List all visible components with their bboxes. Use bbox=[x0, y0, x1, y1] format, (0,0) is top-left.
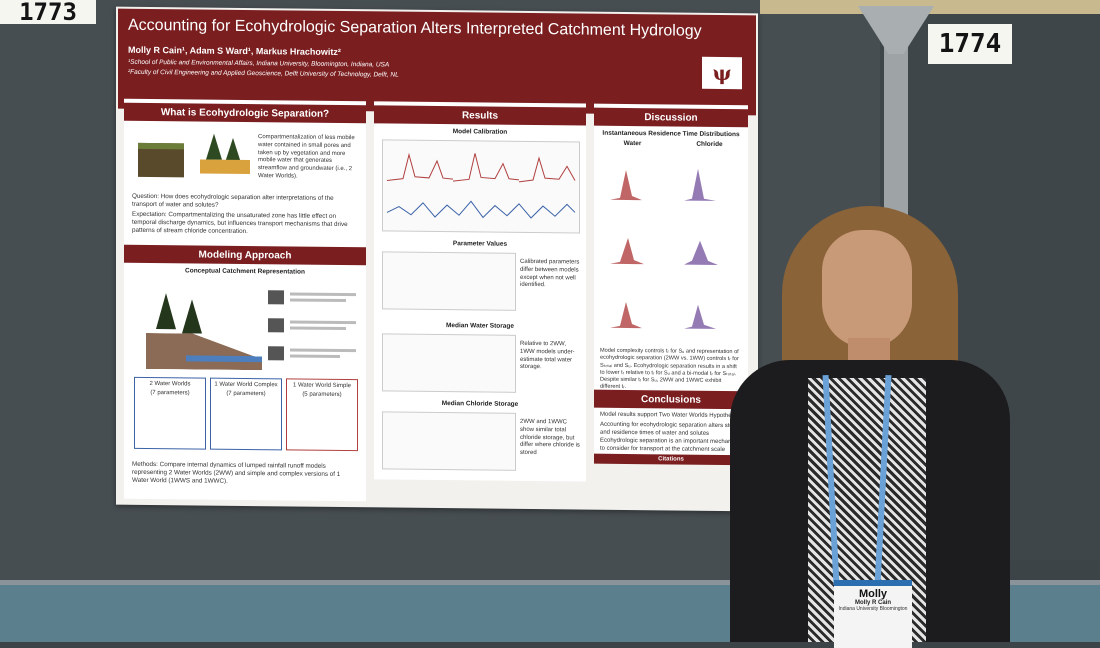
water-storage-text: Relative to 2WW, 1WW models under-estima… bbox=[520, 340, 575, 371]
chloride-storage-plots bbox=[382, 411, 516, 471]
model-2ww-params: (7 parameters) bbox=[150, 389, 190, 397]
presenter-face bbox=[822, 230, 912, 348]
model-1wws-label: 1 Water World Simple bbox=[292, 382, 352, 390]
conclusion-1: Model results support Two Water Worlds H… bbox=[600, 411, 739, 420]
section-heading-conclusions: Conclusions bbox=[594, 389, 748, 410]
presenter-person: Molly Molly R Cain Indiana University Bl… bbox=[730, 200, 1030, 648]
water-column-label: Water bbox=[623, 139, 642, 148]
model-1wwc-label: 1 Water World Complex bbox=[214, 381, 278, 389]
model-2ww-label: 2 Water Worlds bbox=[149, 380, 191, 388]
model-box-2ww: 2 Water Worlds (7 parameters) bbox=[134, 376, 206, 450]
research-poster: Accounting for Ecohydrologic Separation … bbox=[116, 6, 758, 512]
model-box-1wwc: 1 Water World Complex (7 parameters) bbox=[210, 377, 282, 451]
calibration-plots bbox=[382, 139, 580, 234]
research-expectation: Expectation: Compartmentalizing the unsa… bbox=[132, 210, 348, 236]
university-logo: ψ bbox=[702, 56, 742, 90]
booth-number-right: 1774 bbox=[928, 24, 1012, 64]
calibration-hydrographs bbox=[386, 152, 576, 219]
model-1wws-params: (5 parameters) bbox=[302, 391, 342, 399]
parameter-heading: Parameter Values bbox=[452, 240, 508, 248]
badge-organization: Indiana University Bloomington bbox=[838, 606, 908, 612]
conceptual-heading: Conceptual Catchment Representation bbox=[185, 267, 305, 276]
parameter-plots bbox=[382, 251, 516, 311]
chloride-storage-heading: Median Chloride Storage bbox=[441, 400, 519, 408]
badge-full-name: Molly R Cain bbox=[854, 600, 891, 606]
soil-block-image bbox=[138, 142, 184, 178]
what-description: Compartmentalization of less mobile wate… bbox=[258, 134, 355, 180]
conclusion-3: Ecohydrologic separation is an important… bbox=[600, 437, 741, 453]
model-box-1wws: 1 Water World Simple (5 parameters) bbox=[286, 378, 358, 452]
discussion-text: Model complexity controls tᵣ for Sᵤ and … bbox=[600, 347, 739, 391]
booth-number-left: 1773 bbox=[0, 0, 96, 26]
calibration-heading: Model Calibration bbox=[452, 128, 508, 136]
section-heading-discussion: Discussion bbox=[594, 107, 748, 128]
name-badge: Molly Molly R Cain Indiana University Bl… bbox=[834, 580, 912, 648]
chloride-column-label: Chloride bbox=[696, 140, 723, 148]
water-storage-plots bbox=[382, 333, 516, 393]
histogram-group-water bbox=[610, 169, 644, 329]
chloride-storage-text: 2WW and 1WWC show similar total chloride… bbox=[520, 418, 580, 457]
tree-illustration bbox=[200, 133, 250, 175]
model-structure-diagrams bbox=[268, 288, 358, 371]
section-heading-citations: Citations bbox=[594, 453, 748, 466]
section-heading-modeling: Modeling Approach bbox=[124, 244, 366, 266]
irt-heading: Instantaneous Residence Time Distributio… bbox=[602, 129, 740, 139]
parameter-text: Calibrated parameters differ between mod… bbox=[520, 258, 580, 289]
badge-first-name: Molly bbox=[858, 588, 888, 600]
column-middle: Results Model Calibration Parameter Valu… bbox=[374, 101, 586, 482]
model-1wwc-params: (7 parameters) bbox=[226, 390, 266, 398]
logo-mark: ψ bbox=[712, 60, 732, 86]
residence-time-histograms bbox=[610, 168, 718, 329]
section-heading-results: Results bbox=[374, 105, 586, 126]
affiliation-1: ¹School of Public and Environmental Affa… bbox=[128, 58, 390, 69]
research-question: Question: How does ecohydrologic separat… bbox=[132, 192, 334, 209]
poster-authors: Molly R Cain¹, Adam S Ward¹, Markus Hrac… bbox=[128, 44, 341, 57]
histogram-group-chloride bbox=[684, 168, 718, 329]
board-base bbox=[0, 580, 1100, 588]
water-storage-heading: Median Water Storage bbox=[445, 322, 515, 330]
poster-title: Accounting for Ecohydrologic Separation … bbox=[128, 16, 702, 40]
conclusion-2: Accounting for ecohydrologic separation … bbox=[600, 421, 742, 437]
catchment-illustration bbox=[146, 289, 262, 370]
column-right: Discussion Instantaneous Residence Time … bbox=[594, 103, 748, 466]
methods-text: Methods: Compare internal dynamics of lu… bbox=[132, 460, 341, 486]
affiliation-2: ²Faculty of Civil Engineering and Applie… bbox=[128, 68, 399, 79]
column-left: What is Ecohydrologic Separation? Compar… bbox=[124, 98, 366, 502]
section-heading-what: What is Ecohydrologic Separation? bbox=[124, 102, 366, 124]
